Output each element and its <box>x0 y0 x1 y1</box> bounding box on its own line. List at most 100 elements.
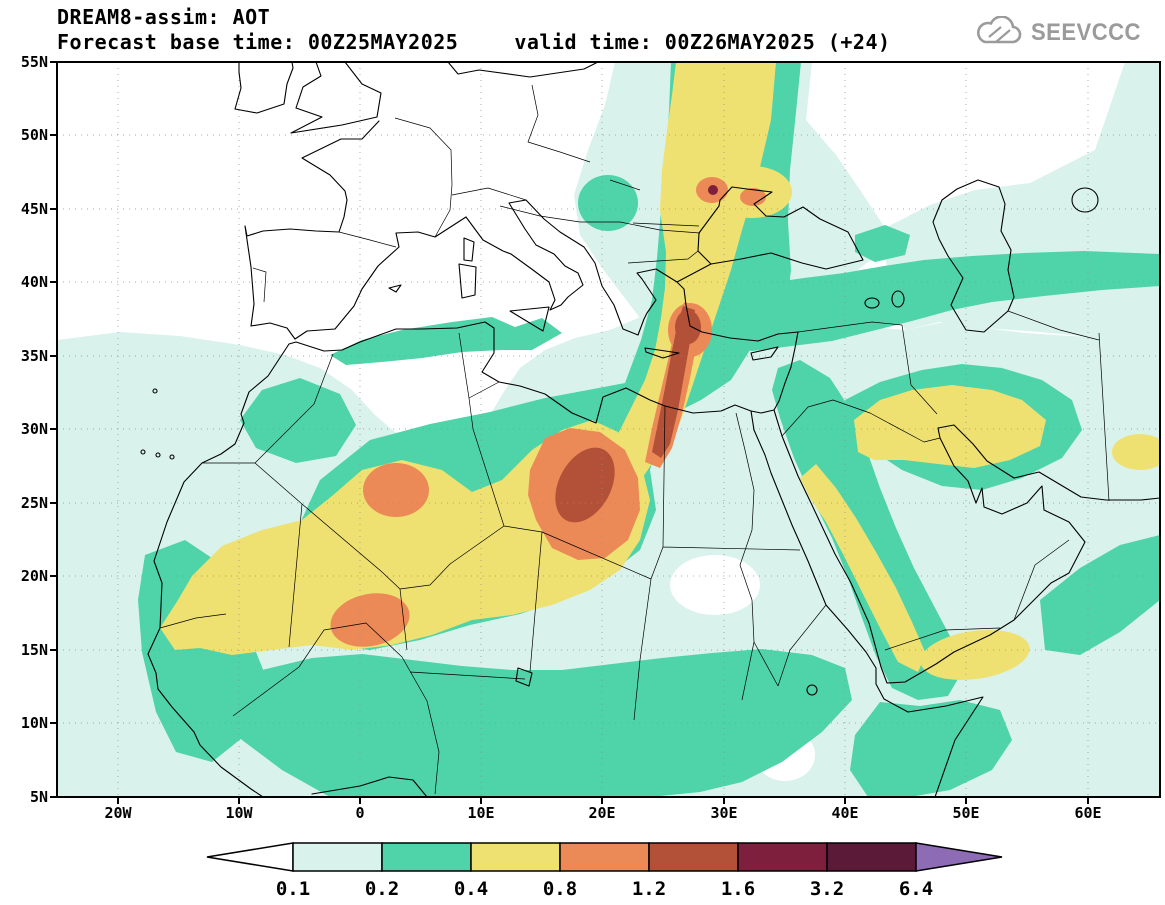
coast-ireland <box>234 62 294 114</box>
lake-tana <box>806 684 818 696</box>
lat-label: 45N <box>21 200 48 218</box>
colorbar-label: 0.4 <box>454 878 488 900</box>
island-cyprus <box>750 346 779 361</box>
lon-label: 20E <box>588 804 615 822</box>
colorbar-arrow-left <box>206 842 294 872</box>
lon-label: 20W <box>104 804 132 822</box>
coast-arabia-gulf <box>781 424 1160 684</box>
island-canary-2 <box>155 452 161 458</box>
colorbar-seg-04 <box>470 842 561 872</box>
colorbar-arrow-right <box>915 842 1003 872</box>
river-nile <box>735 412 779 701</box>
axis-ticks-left <box>50 61 57 798</box>
lat-label: 25N <box>21 494 48 512</box>
aot-fill-02-algeria-coast <box>330 317 562 365</box>
aot-fill-02-southeast-band <box>1040 535 1160 655</box>
colorbar-seg-16 <box>737 842 828 872</box>
colorbar-seg-08 <box>559 842 650 872</box>
page-title: DREAM8-assim: AOT <box>57 5 271 29</box>
island-mallorca <box>388 284 402 293</box>
aot-fill-04-iraq-iran <box>854 385 1046 468</box>
aot-fill-08-mykolaiv <box>740 188 766 206</box>
aot-fill-02-pannonia <box>578 175 638 231</box>
borders-europe <box>252 84 700 303</box>
logo-text: SEEVCCC <box>1031 19 1142 46</box>
valid-time: valid time: 00Z26MAY2025 (+24) <box>514 30 891 54</box>
island-crete <box>644 347 680 359</box>
aot-hole-sudan <box>670 555 760 615</box>
lake-urmia <box>891 290 905 308</box>
lat-label: 10N <box>21 714 48 732</box>
colorbar-seg-12 <box>648 842 739 872</box>
aot-fill-02-horn-of-africa <box>850 700 1012 797</box>
aot-fill-12-aegean-core <box>675 310 701 344</box>
axis-ticks-bottom <box>117 797 1089 804</box>
aot-fill-12-plume-core <box>652 306 695 458</box>
cloud-icon <box>977 16 1022 44</box>
lat-label: 15N <box>21 641 48 659</box>
lon-label: 40E <box>831 804 858 822</box>
forecast-base-time: Forecast base time: 00Z25MAY2025 <box>57 30 459 54</box>
colorbar-label: 0.2 <box>365 878 399 900</box>
lake-chad <box>515 667 533 687</box>
colorbar-label: 6.4 <box>899 878 933 900</box>
river-niger <box>232 622 440 795</box>
aot-fill-04-east-iran <box>1112 434 1160 470</box>
coastlines <box>140 62 1160 797</box>
island-canary-1 <box>140 449 146 455</box>
lon-label: 60E <box>1074 804 1101 822</box>
borders-middle-east <box>773 310 1110 651</box>
aot-fill-08-algeria <box>363 463 429 517</box>
aot-filled-contours <box>57 62 1160 797</box>
lon-label: 10W <box>225 804 253 822</box>
coast-europe-mediterranean <box>244 120 864 340</box>
lon-label: 50E <box>952 804 979 822</box>
aot-fill-04-red-sea-coast <box>800 464 926 672</box>
lat-label: 50N <box>21 126 48 144</box>
aot-fill-02-morocco-atlas <box>240 378 356 463</box>
aot-fill-02-caucasus <box>855 225 910 262</box>
colorbar-seg-02 <box>381 842 472 872</box>
coast-baltic <box>447 62 599 78</box>
colorbar-label: 1.2 <box>632 878 666 900</box>
island-sardinia <box>458 263 477 299</box>
aot-fill-16-moldova-dot <box>708 185 718 195</box>
colorbar-seg-32 <box>826 842 917 872</box>
island-sicily <box>509 306 550 332</box>
coast-gulf-of-guinea <box>311 776 428 797</box>
lat-label: 20N <box>21 567 48 585</box>
river-senegal <box>159 613 227 629</box>
aot-fill-12-sahara-core <box>555 447 615 523</box>
coast-anatolia-north-africa <box>147 281 799 797</box>
colorbar-label: 3.2 <box>810 878 844 900</box>
aot-fill-02-red-sea-band <box>772 360 962 700</box>
lat-label: 40N <box>21 273 48 291</box>
longitude-axis: 20W 10W 0 10E 20E 30E 40E 50E 60E <box>104 804 1101 822</box>
lake-van <box>864 297 880 309</box>
country-borders <box>202 84 1110 721</box>
island-corsica <box>463 237 475 262</box>
coast-britain <box>290 62 382 134</box>
colorbar: 0.1 0.2 0.4 0.8 1.2 1.6 3.2 6.4 <box>206 842 1003 900</box>
rivers <box>159 205 779 795</box>
borders-africa <box>202 332 827 721</box>
island-canary-3 <box>169 454 175 460</box>
aot-fill-02-sahel-band <box>215 649 852 797</box>
island-madeira <box>152 388 158 394</box>
aot-fill-04-yemen-oman <box>920 630 1030 680</box>
colorbar-label: 0.1 <box>276 878 310 900</box>
colorbar-label: 0.8 <box>543 878 577 900</box>
aot-fill-02-anatolia-caspian-band <box>692 251 1160 351</box>
lon-label: 0 <box>355 804 364 822</box>
lat-label: 55N <box>21 53 48 71</box>
lake-aral <box>1071 187 1099 213</box>
forecast-time-line: Forecast base time: 00Z25MAY2025 valid ti… <box>57 30 891 54</box>
aot-fill-08-mali <box>330 593 410 647</box>
lon-label: 30E <box>710 804 737 822</box>
lat-label: 5N <box>30 788 48 806</box>
colorbar-seg-01 <box>292 842 383 872</box>
latitude-axis: 55N 50N 45N 40N 35N 30N 25N 20N 15N 10N … <box>21 53 48 806</box>
river-danube <box>499 205 701 234</box>
